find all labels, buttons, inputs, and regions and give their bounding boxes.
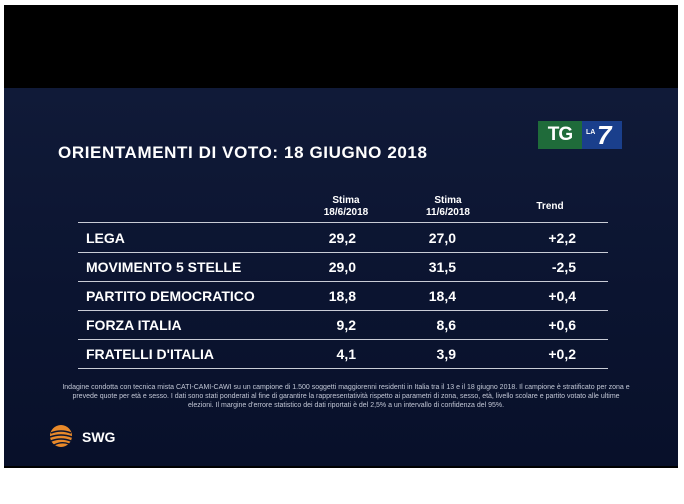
- column-header-current: Stima 18/6/2018: [306, 195, 386, 219]
- table-divider: [78, 281, 608, 282]
- la7-logo: LA 7: [582, 121, 622, 149]
- column-header-trend: Trend: [520, 201, 580, 213]
- previous-estimate: 3,9: [436, 346, 456, 362]
- current-estimate: 9,2: [336, 317, 356, 333]
- trend-value: -2,5: [551, 259, 576, 275]
- trend-value: +0,4: [548, 288, 576, 304]
- page-title: ORIENTAMENTI DI VOTO: 18 GIUGNO 2018: [58, 143, 428, 162]
- previous-estimate: 27,0: [428, 230, 456, 246]
- current-estimate: 29,2: [328, 230, 356, 246]
- trend-value: +0,6: [548, 317, 576, 333]
- table-divider: [78, 339, 608, 340]
- poll-panel: [4, 88, 678, 466]
- party-name: FRATELLI D'ITALIA: [86, 346, 215, 362]
- current-estimate: 18,8: [328, 288, 356, 304]
- previous-estimate: 8,6: [436, 317, 456, 333]
- la7-logo-la: LA: [586, 129, 596, 136]
- table-divider: [78, 368, 608, 369]
- tg-logo: TG: [538, 121, 582, 149]
- la7-logo-seven: 7: [597, 120, 612, 150]
- current-estimate: 29,0: [328, 259, 356, 275]
- swg-logo-text: SWG: [82, 429, 116, 445]
- previous-estimate: 18,4: [428, 288, 456, 304]
- methodology-note: Indagine condotta con tecnica mista CATI…: [62, 384, 630, 409]
- table-divider: [78, 252, 608, 253]
- column-header-previous: Stima 11/6/2018: [408, 195, 488, 219]
- table-divider: [78, 222, 608, 223]
- table-divider: [78, 310, 608, 311]
- trend-value: +2,2: [548, 230, 576, 246]
- column-header-trend-label: Trend: [536, 201, 564, 212]
- party-name: MOVIMENTO 5 STELLE: [86, 259, 242, 275]
- column-header-current-date: 18/6/2018: [323, 207, 369, 218]
- column-header-previous-label: Stima: [434, 195, 462, 206]
- party-name: PARTITO DEMOCRATICO: [86, 288, 255, 304]
- previous-estimate: 31,5: [428, 259, 456, 275]
- column-header-previous-date: 11/6/2018: [426, 207, 470, 218]
- swg-globe-icon: [49, 425, 73, 447]
- current-estimate: 4,1: [336, 346, 356, 362]
- trend-value: +0,2: [548, 346, 576, 362]
- column-header-current-label: Stima: [332, 195, 360, 206]
- party-name: FORZA ITALIA: [86, 317, 182, 333]
- party-name: LEGA: [86, 230, 125, 246]
